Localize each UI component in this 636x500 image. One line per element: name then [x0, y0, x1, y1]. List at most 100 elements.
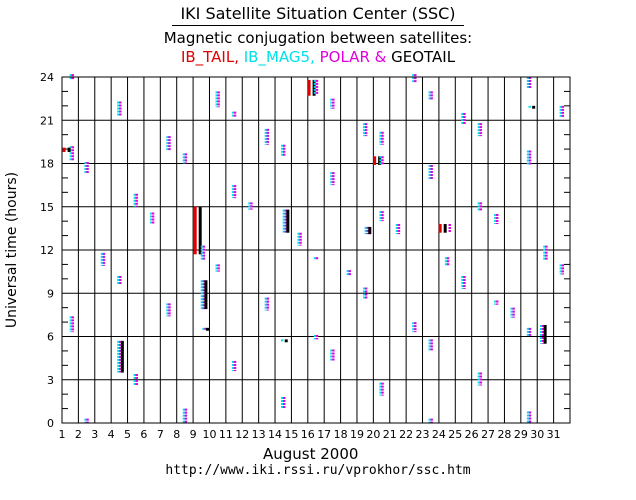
- y-tick-label-15: 15: [40, 201, 54, 214]
- conjugation-event-77: [559, 264, 565, 275]
- conjugation-event-39: [330, 98, 335, 109]
- x-tick-label-3: 3: [91, 428, 98, 441]
- conjugation-event-55: [428, 164, 433, 180]
- conjugation-event-48: [379, 131, 384, 145]
- conjugation-event-20: [200, 280, 208, 310]
- conjugation-event-26: [231, 361, 237, 372]
- x-tick-label-10: 10: [202, 428, 216, 441]
- conjugation-event-1: [69, 74, 75, 80]
- conjugation-event-57: [428, 418, 433, 423]
- conjugation-event-69: [526, 77, 532, 89]
- y-tick-label-24: 24: [40, 71, 54, 84]
- x-tick-label-2: 2: [75, 428, 82, 441]
- y-tick-label-6: 6: [47, 331, 54, 344]
- conjugation-event-34: [297, 232, 302, 246]
- conjugation-event-8: [117, 101, 122, 116]
- conjugation-event-75: [543, 245, 548, 261]
- legend-separator: ,: [234, 48, 244, 66]
- y-tick-label-12: 12: [40, 244, 54, 257]
- event-marks: [62, 74, 565, 423]
- y-tick-label-18: 18: [40, 158, 54, 171]
- x-tick-label-28: 28: [497, 428, 511, 441]
- legend-entry-ib_tail: IB_TAIL: [180, 48, 235, 66]
- legend-entry-polar: POLAR: [319, 48, 370, 66]
- conjugation-event-13: [149, 212, 155, 225]
- x-tick-label-15: 15: [284, 428, 298, 441]
- plot-frame: [61, 76, 571, 424]
- conjugation-event-60: [444, 257, 450, 266]
- conjugation-event-28: [264, 128, 270, 145]
- title-underline: [172, 25, 464, 26]
- x-tick-label-12: 12: [235, 428, 249, 441]
- conjugation-event-74: [539, 324, 547, 344]
- x-tick-label-26: 26: [465, 428, 479, 441]
- conjugation-event-3: [62, 147, 71, 152]
- conjugation-event-70: [526, 150, 532, 165]
- conjugation-event-15: [166, 303, 171, 317]
- conjugation-event-12: [133, 373, 138, 386]
- conjugation-event-76: [559, 105, 565, 118]
- conjugation-event-40: [330, 172, 335, 186]
- x-tick-label-4: 4: [108, 428, 115, 441]
- source-url: http://www.iki.rssi.ru/vprokhor/ssc.htm: [165, 463, 471, 478]
- x-tick-label-13: 13: [252, 428, 266, 441]
- x-tick-label-27: 27: [481, 428, 495, 441]
- conjugation-event-31: [282, 209, 290, 233]
- x-tick-label-1: 1: [59, 428, 66, 441]
- x-tick-label-5: 5: [124, 428, 131, 441]
- conjugation-event-24: [231, 111, 237, 118]
- conjugation-event-47: [379, 156, 384, 165]
- chart-subtitle: Magnetic conjugation between satellites:: [163, 29, 473, 47]
- x-tick-label-7: 7: [157, 428, 164, 441]
- x-tick-label-11: 11: [219, 428, 233, 441]
- conjugation-event-73: [526, 411, 532, 423]
- conjugation-event-6: [84, 418, 89, 423]
- conjugation-event-44: [362, 287, 368, 300]
- x-tick-label-20: 20: [366, 428, 380, 441]
- conjugation-event-53: [412, 322, 417, 333]
- conjugation-event-36: [313, 79, 319, 95]
- conjugation-event-68: [510, 307, 515, 318]
- chart-title: IKI Satellite Situation Center (SSC): [180, 4, 456, 23]
- conjugation-event-65: [477, 372, 483, 386]
- x-tick-label-17: 17: [317, 428, 331, 441]
- conjugation-event-5: [84, 162, 89, 174]
- conjugation-event-58: [438, 224, 447, 233]
- conjugation-event-33: [281, 397, 286, 409]
- conjugation-event-17: [182, 408, 188, 423]
- legend-entry-geotail: GEOTAIL: [391, 48, 456, 66]
- x-tick-label-24: 24: [432, 428, 446, 441]
- y-tick-label-21: 21: [40, 114, 54, 127]
- legend-entry-ib_mag5: IB_MAG5: [243, 48, 311, 66]
- conjugation-event-63: [477, 123, 483, 137]
- x-tick-label-30: 30: [530, 428, 544, 441]
- conjugation-event-38: [313, 335, 319, 340]
- conjugation-event-45: [364, 226, 372, 235]
- x-tick-label-29: 29: [514, 428, 528, 441]
- conjugation-event-66: [494, 213, 499, 225]
- conjugation-event-32: [281, 339, 288, 343]
- x-tick-label-23: 23: [416, 428, 430, 441]
- conjugation-event-42: [346, 270, 351, 276]
- conjugation-event-52: [412, 74, 417, 83]
- conjugation-event-41: [330, 349, 335, 362]
- legend-separator: &: [369, 48, 392, 66]
- conjugation-event-2: [69, 146, 75, 161]
- conjugation-event-51: [395, 224, 401, 235]
- legend-separator: ,: [310, 48, 320, 66]
- legend: IB_TAIL, IB_MAG5, POLAR & GEOTAIL: [0, 48, 636, 66]
- conjugation-event-18: [193, 206, 202, 255]
- x-tick-label-19: 19: [350, 428, 364, 441]
- conjugation-event-10: [117, 340, 124, 373]
- x-axis-label: August 2000: [263, 445, 359, 463]
- conjugation-event-14: [166, 136, 171, 151]
- conjugation-event-16: [182, 153, 188, 164]
- conjugation-event-56: [428, 339, 433, 351]
- x-tick-label-8: 8: [173, 428, 180, 441]
- conjugation-event-4: [69, 316, 75, 333]
- conjugation-event-7: [100, 252, 106, 266]
- y-tick-label-3: 3: [47, 374, 54, 387]
- y-tick-label-9: 9: [47, 287, 54, 300]
- x-tick-label-22: 22: [399, 428, 413, 441]
- conjugation-event-71: [528, 105, 536, 109]
